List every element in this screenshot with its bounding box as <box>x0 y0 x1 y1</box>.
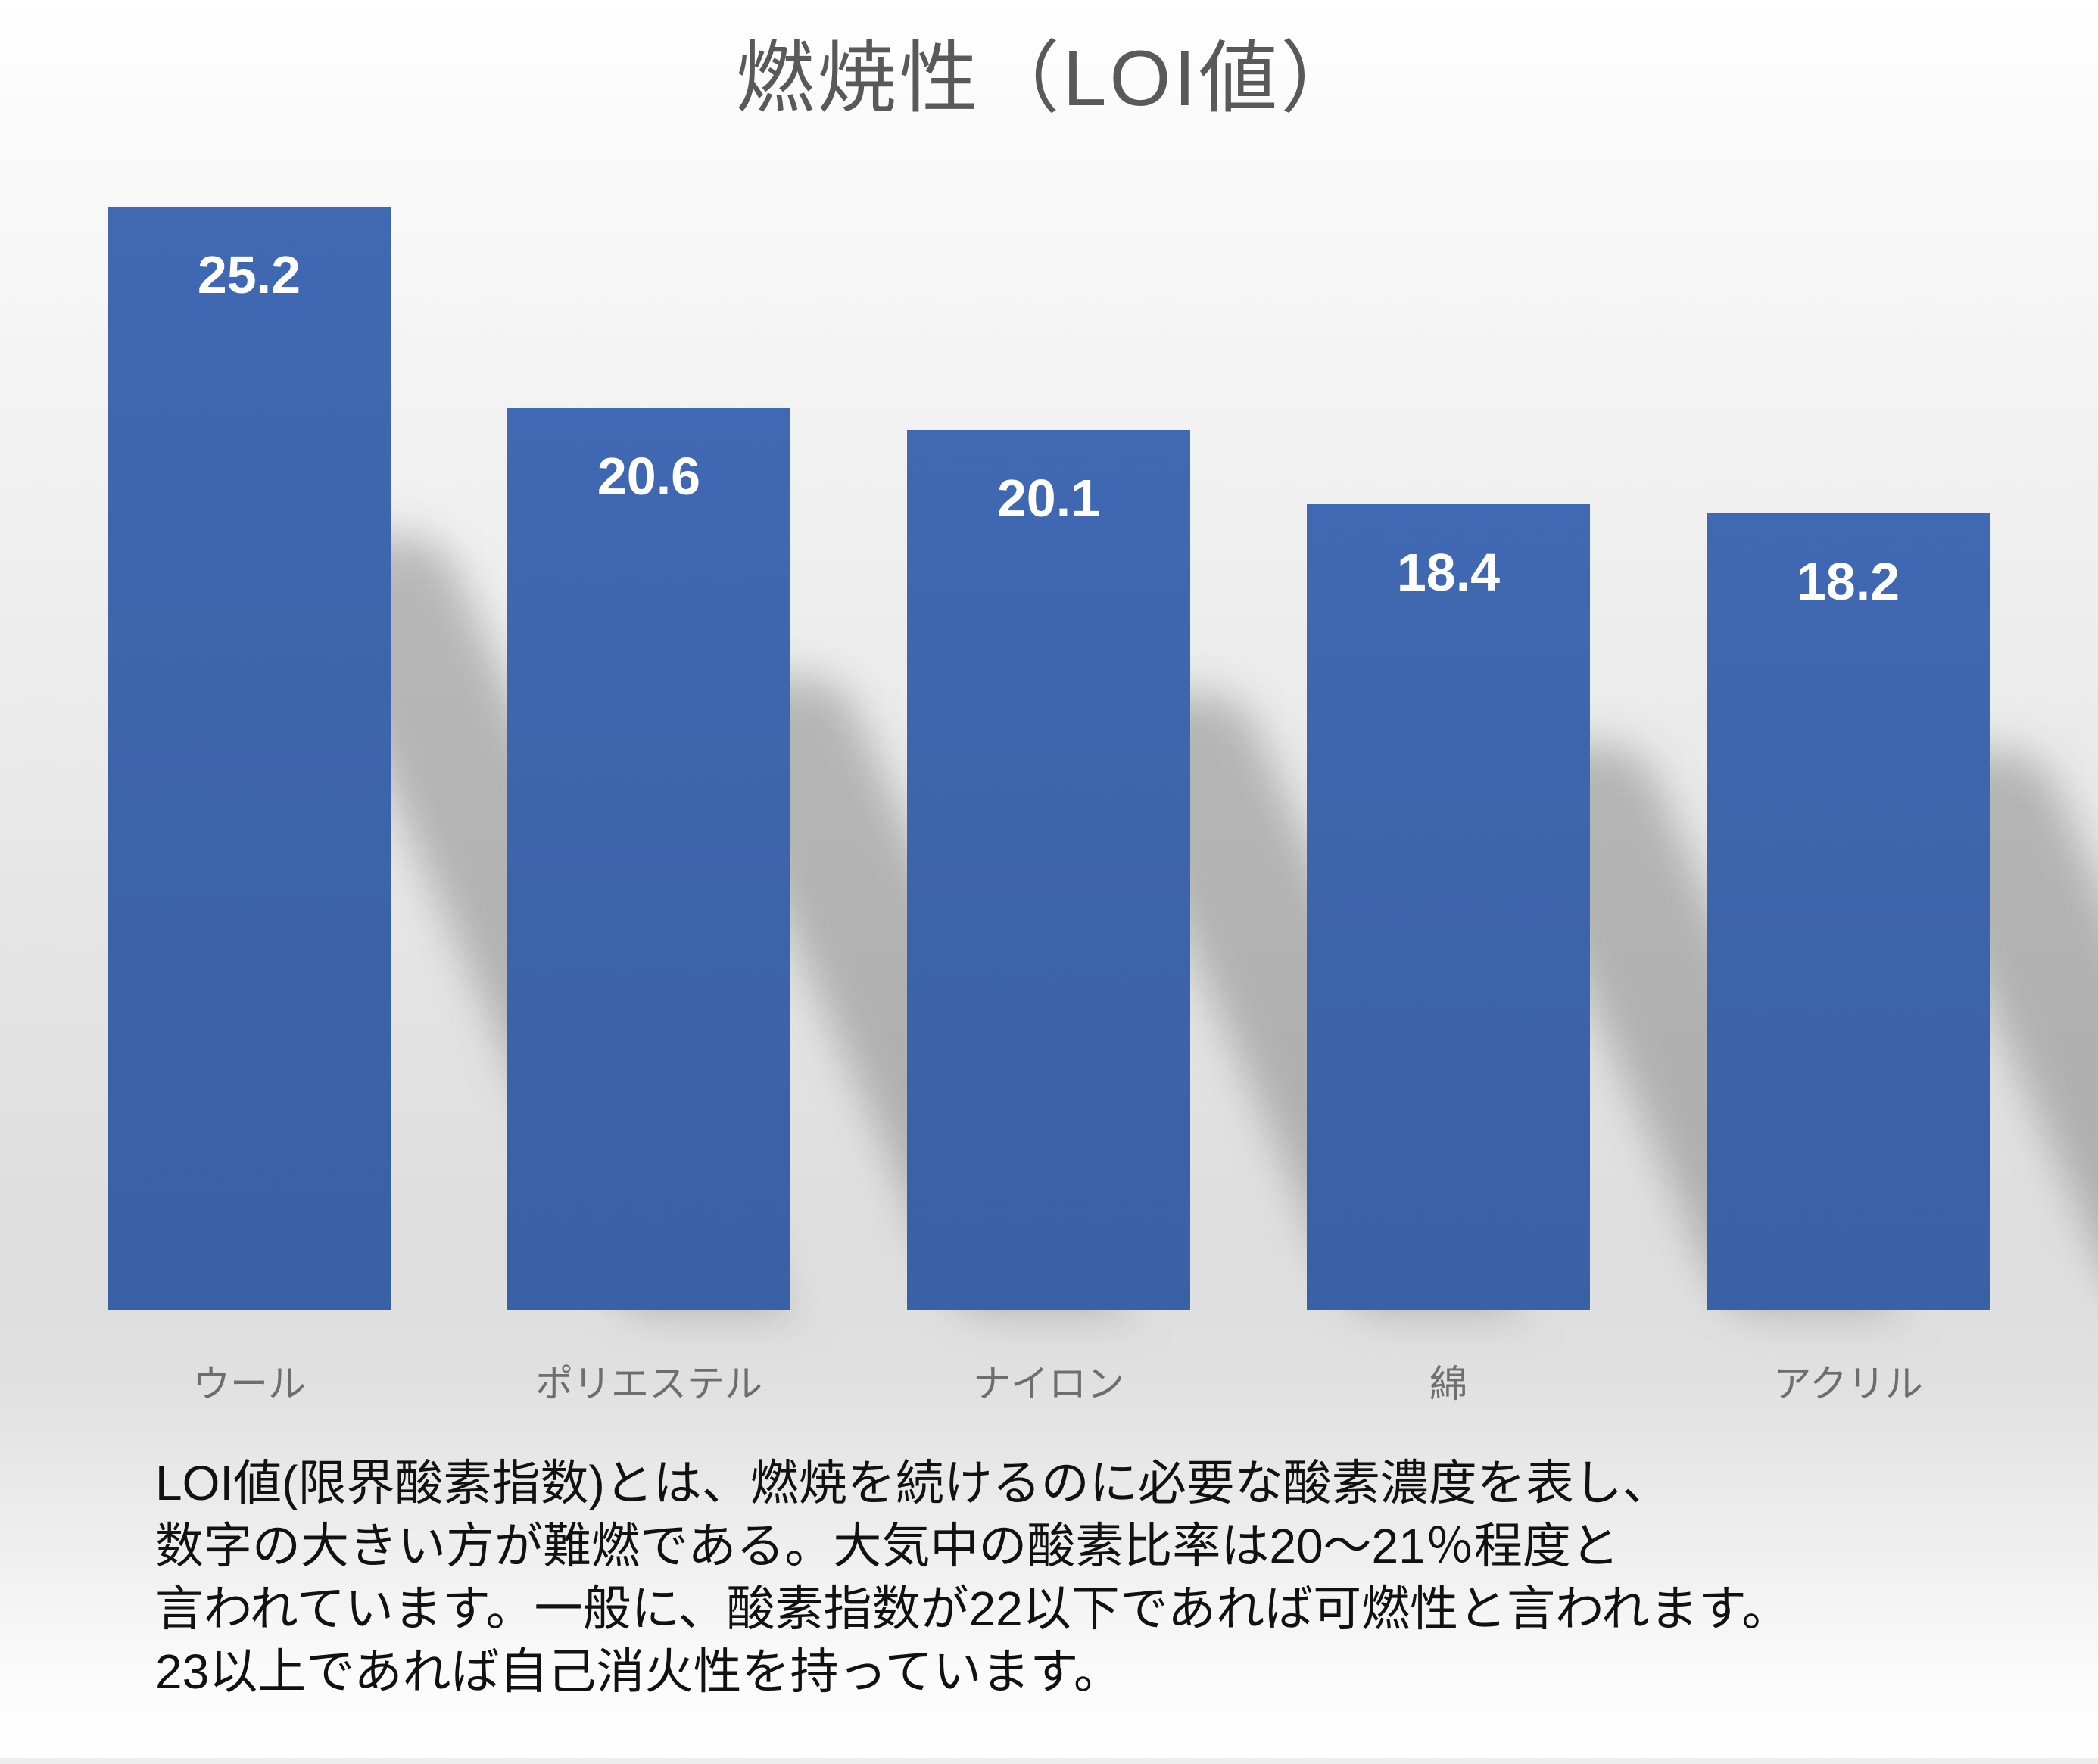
bar-value-label: 25.2 <box>197 245 301 304</box>
category-label-1: ウール <box>192 1363 306 1405</box>
caption-text: LOI値(限界酸素指数)とは、燃焼を続けるのに必要な酸素濃度を表し、 数字の大き… <box>155 1452 1995 1703</box>
bar-value-label: 20.1 <box>996 469 1101 528</box>
category-label-5: アクリル <box>1773 1363 1923 1405</box>
bar-5: 18.2 <box>1707 513 2098 1310</box>
bar-fill <box>907 430 1190 1310</box>
chart-title: 燃焼性（LOI値） <box>735 35 1363 123</box>
caption-line-1: LOI値(限界酸素指数)とは、燃焼を続けるのに必要な酸素濃度を表し、 <box>155 1456 1671 1510</box>
bar-3: 20.1 <box>907 430 1516 1310</box>
bar-chart: 25.2 ウール 20.6 ポリエステル 20.1 ナイロン 18.4 綿 18.2 アクリル <box>108 207 2098 1405</box>
bottom-edge-divider <box>0 1758 2098 1764</box>
category-label-3: ナイロン <box>973 1363 1124 1405</box>
bar-fill <box>1707 513 1990 1310</box>
bar-fill <box>1307 504 1590 1310</box>
bar-4: 18.4 <box>1307 504 1892 1310</box>
bar-fill <box>108 207 391 1310</box>
bar-2: 20.6 <box>507 408 1123 1310</box>
bar-fill <box>507 408 790 1310</box>
category-label-2: ポリエステル <box>535 1363 762 1405</box>
category-label-4: 綿 <box>1429 1363 1467 1405</box>
caption-line-2: 数字の大きい方が難燃である。大気中の酸素比率は20〜21％程度と <box>155 1519 1619 1573</box>
bar-1: 25.2 <box>108 207 786 1310</box>
bar-value-label: 18.4 <box>1396 543 1501 602</box>
caption-line-4: 23以上であれば自己消火性を持っています。 <box>155 1644 1122 1699</box>
bar-value-label: 18.2 <box>1796 552 1900 611</box>
caption-line-3: 言われています。一般に、酸素指数が22以下であれば可燃性と言われます。 <box>155 1582 1791 1636</box>
bar-value-label: 20.6 <box>597 447 701 506</box>
